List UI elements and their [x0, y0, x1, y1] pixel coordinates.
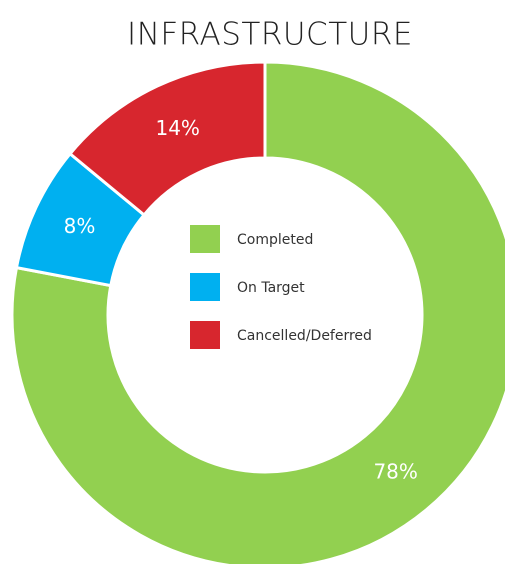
legend-label: Completed: [237, 232, 313, 248]
legend-swatch: [190, 273, 220, 301]
data-label: 78%: [373, 459, 417, 483]
legend-label: Cancelled/Deferred: [237, 328, 372, 344]
chart-title: INFRASTRUCTURE: [127, 17, 413, 53]
donut-segment: [10, 60, 505, 564]
legend-label: On Target: [237, 280, 305, 296]
legend-swatch: [190, 321, 220, 349]
data-label: 14%: [155, 116, 199, 140]
data-label: 8%: [64, 214, 96, 238]
legend-swatch: [190, 225, 220, 253]
donut-segment: [67, 60, 267, 218]
